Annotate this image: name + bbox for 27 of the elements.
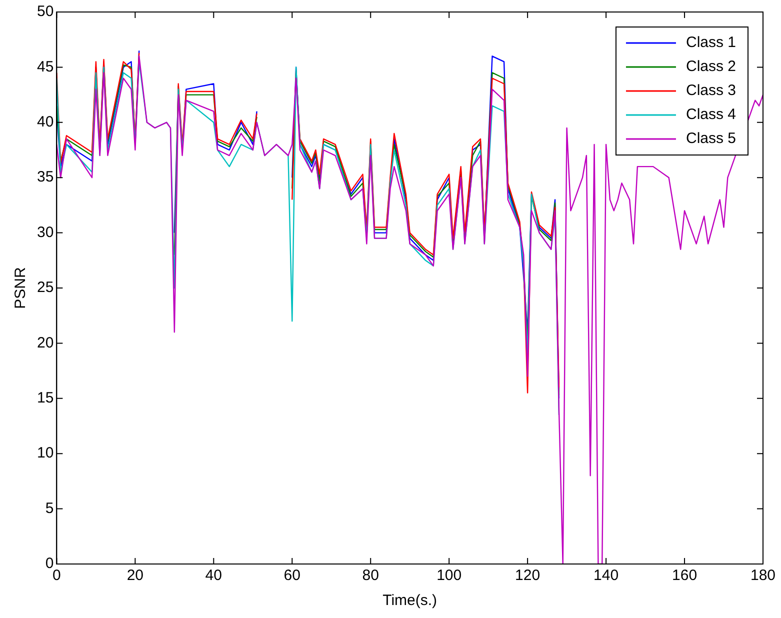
y-tick-label: 5: [45, 500, 54, 517]
legend-label: Class 4: [686, 106, 736, 124]
x-tick-label: 120: [515, 567, 540, 584]
x-tick-label: 160: [672, 567, 698, 584]
y-tick-label: 25: [36, 279, 54, 296]
legend-label: Class 1: [686, 34, 736, 52]
x-tick-label: 20: [126, 567, 144, 584]
y-tick-label: 35: [36, 168, 54, 186]
y-tick-label: 10: [36, 444, 54, 462]
legend-label: Class 2: [686, 58, 736, 76]
y-tick-label: 50: [36, 3, 54, 20]
legend-label: Class 3: [686, 82, 736, 100]
y-tick-label: 30: [36, 224, 54, 241]
legend-label: Class 5: [686, 130, 736, 148]
y-tick-label: 15: [36, 390, 54, 407]
x-tick-label: 60: [284, 567, 300, 584]
x-tick-label: 100: [436, 567, 462, 584]
x-tick-label: 40: [205, 567, 222, 584]
y-tick-label: 45: [36, 58, 54, 76]
x-axis-title: Time(s.): [382, 592, 438, 610]
x-tick-label: 180: [750, 567, 776, 584]
y-tick-label: 40: [36, 114, 54, 131]
y-tick-label: 0: [45, 555, 54, 572]
y-axis-title: PSNR: [12, 267, 30, 309]
x-tick-label: 140: [594, 567, 619, 584]
x-tick-label: 80: [362, 567, 379, 584]
y-tick-label: 20: [36, 334, 54, 352]
